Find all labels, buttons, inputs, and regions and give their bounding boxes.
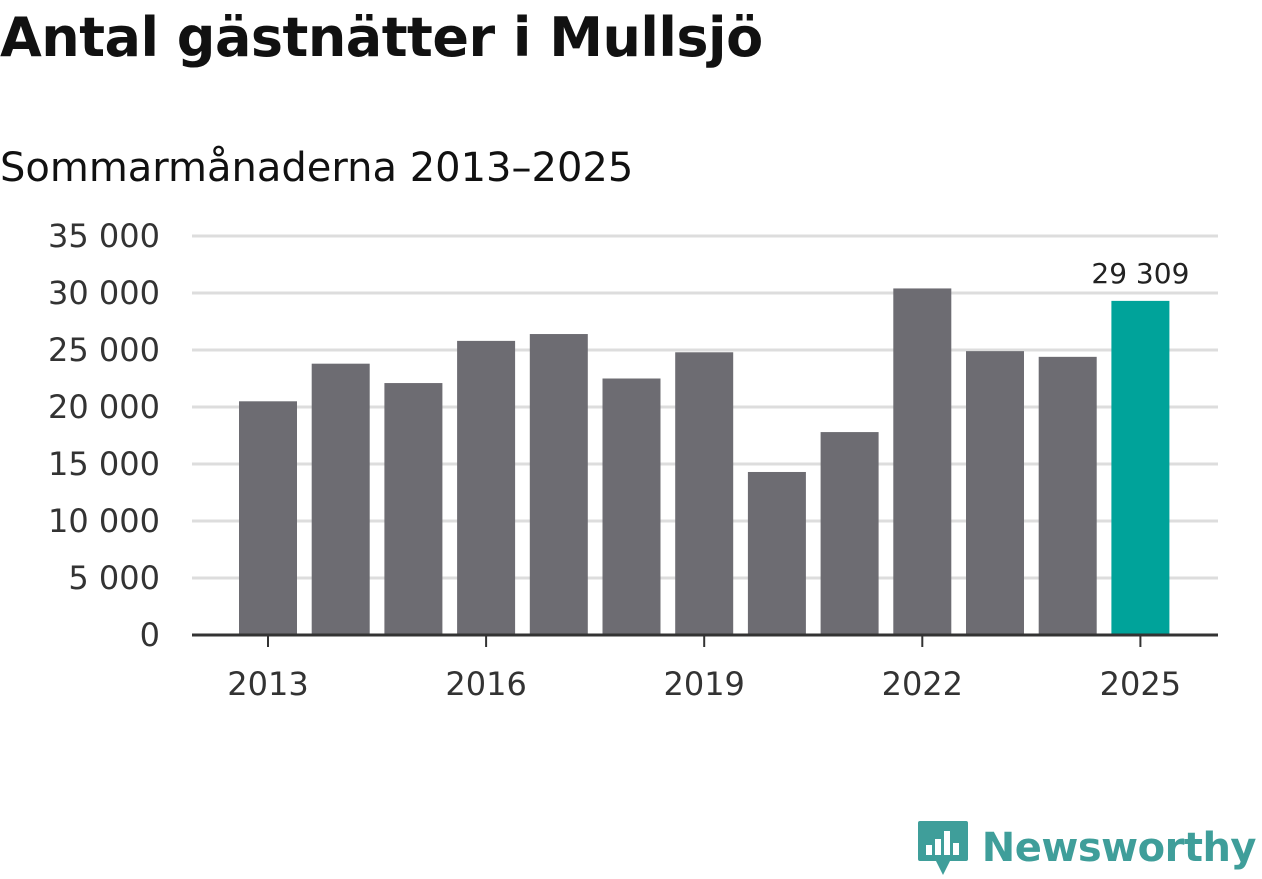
bar-2021 (820, 432, 879, 635)
y-tick-label: 10 000 (48, 502, 160, 540)
bar-2022 (893, 288, 952, 635)
y-tick-label: 0 (140, 616, 160, 654)
bar-chart: 0 5 000 10 000 15 000 20 000 25 000 30 000 35 0… (48, 217, 1218, 703)
bars (239, 288, 1170, 635)
bar-2023 (966, 351, 1024, 635)
bar-2016 (457, 340, 516, 635)
y-tick-label: 30 000 (48, 274, 160, 312)
y-tick-label: 5 000 (68, 559, 160, 597)
y-tick-label: 20 000 (48, 388, 160, 426)
brand-name: Newsworthy (981, 825, 1257, 871)
bar-2019 (675, 352, 734, 635)
x-tick-label: 2022 (882, 665, 963, 703)
bar-2020 (747, 471, 806, 635)
bar-2018 (602, 378, 661, 635)
y-tick-label: 15 000 (48, 445, 160, 483)
x-tick-label: 2013 (227, 665, 308, 703)
x-axis (192, 633, 1218, 647)
y-tick-label: 35 000 (48, 217, 160, 255)
newsworthy-chart-bubble-icon (917, 821, 968, 875)
labels: 0 5 000 10 000 15 000 20 000 25 000 30 000 35 0… (48, 217, 1189, 703)
x-tick-label: 2016 (445, 665, 526, 703)
y-tick-label: 25 000 (48, 331, 160, 369)
bar-2015 (384, 383, 443, 635)
bar-2017 (529, 334, 588, 635)
chart-title: Antal gästnätter i Mullsjö (0, 6, 763, 69)
data-label: 29 309 (1091, 257, 1189, 290)
bar-2024 (1038, 356, 1097, 635)
x-tick-label: 2019 (663, 665, 744, 703)
newsworthy-logo: Newsworthy (916, 819, 1257, 877)
bar-2013 (239, 401, 297, 635)
bar-2025 (1111, 300, 1170, 635)
chart-subtitle: Sommarmånaderna 2013–2025 (0, 145, 634, 191)
x-tick-label: 2025 (1100, 665, 1181, 703)
bar-2014 (311, 363, 370, 635)
